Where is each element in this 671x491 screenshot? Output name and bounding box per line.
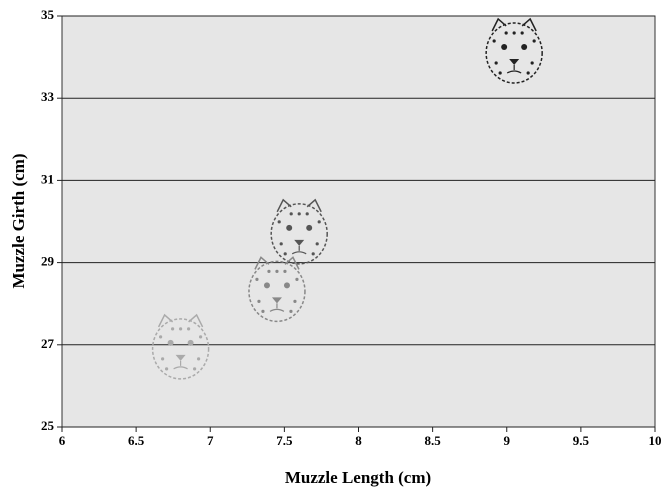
mouth — [291, 245, 307, 255]
cat-head-marker — [151, 313, 210, 380]
spot — [494, 61, 498, 65]
mouth — [506, 64, 522, 74]
spot — [283, 269, 287, 273]
x-tick-label: 6 — [59, 433, 66, 448]
y-tick-label: 27 — [41, 336, 55, 351]
spot — [199, 335, 203, 339]
y-tick-label: 35 — [41, 7, 55, 22]
eye — [521, 43, 528, 50]
y-tick-label: 29 — [41, 254, 55, 269]
spot — [197, 357, 201, 361]
spot — [187, 327, 191, 331]
spot — [512, 31, 516, 35]
x-tick-label: 7.5 — [276, 433, 293, 448]
eye — [283, 282, 290, 289]
spot — [311, 252, 315, 256]
ears — [157, 313, 204, 328]
spot — [275, 269, 279, 273]
spot — [297, 212, 301, 216]
mouth — [173, 360, 188, 370]
spot — [504, 31, 508, 35]
mouth — [269, 303, 285, 312]
spot — [520, 31, 524, 35]
plot-area — [61, 15, 656, 428]
eye — [167, 339, 174, 346]
spot — [255, 277, 259, 281]
head-outline — [151, 318, 210, 380]
eye — [286, 224, 293, 231]
spot — [532, 39, 536, 43]
y-tick-label: 31 — [41, 171, 54, 186]
x-tick-label: 9.5 — [573, 433, 590, 448]
x-tick-label: 6.5 — [128, 433, 145, 448]
spot — [530, 61, 534, 65]
cat-head-marker — [248, 256, 306, 323]
spot — [257, 299, 261, 303]
ears — [254, 256, 300, 270]
x-tick-label: 7 — [207, 433, 214, 448]
nose — [509, 58, 520, 65]
spot — [261, 309, 265, 313]
cat-head-marker — [270, 198, 328, 265]
spot — [315, 242, 319, 246]
spot — [267, 269, 271, 273]
spot — [161, 357, 165, 361]
spot — [193, 367, 197, 371]
spot — [179, 327, 183, 331]
eye — [306, 224, 313, 231]
eye — [263, 282, 270, 289]
x-tick-label: 8.5 — [425, 433, 442, 448]
spot — [165, 367, 169, 371]
spot — [526, 71, 530, 75]
spot — [295, 277, 299, 281]
y-axis-title: Muzzle Girth (cm) — [9, 154, 28, 289]
x-tick-label: 9 — [504, 433, 511, 448]
spot — [498, 71, 502, 75]
nose — [175, 354, 186, 361]
nose — [294, 239, 305, 246]
y-tick-label: 25 — [41, 418, 55, 433]
spot — [159, 335, 163, 339]
spot — [283, 252, 287, 256]
head-outline — [485, 22, 543, 84]
spot — [317, 220, 321, 224]
eye — [501, 43, 508, 50]
spot — [289, 309, 293, 313]
cat-head-marker — [485, 17, 543, 84]
eye — [187, 339, 194, 346]
head-outline — [270, 203, 328, 265]
spot — [305, 212, 309, 216]
spot — [289, 212, 293, 216]
nose — [271, 297, 282, 304]
spot — [171, 327, 175, 331]
ears — [491, 17, 537, 32]
y-tick-label: 33 — [41, 89, 55, 104]
spot — [279, 242, 283, 246]
spot — [277, 220, 281, 224]
x-axis-title: Muzzle Length (cm) — [285, 468, 431, 487]
x-tick-label: 8 — [355, 433, 362, 448]
x-tick-label: 10 — [649, 433, 662, 448]
head-outline — [248, 260, 306, 323]
spot — [293, 299, 297, 303]
spot — [492, 39, 496, 43]
ears — [276, 198, 322, 213]
